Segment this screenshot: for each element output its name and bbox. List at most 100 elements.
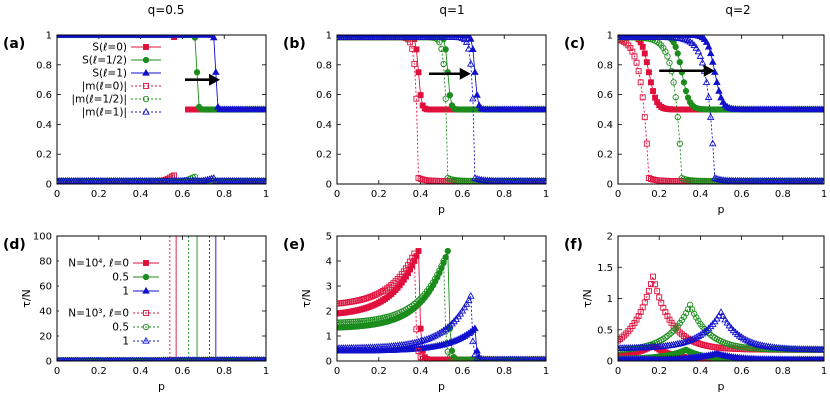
data-point-tau-N1e3-l05 (448, 355, 456, 361)
data-point-tau-N1e3-l1 (499, 355, 506, 361)
data-point-S-l1 (262, 105, 266, 113)
y-tick-label: 0.2 (36, 150, 52, 161)
x-tick-label: 0.2 (91, 366, 107, 377)
data-point-tau-N1e3-l1 (104, 356, 110, 361)
x-tick-label: 0.6 (174, 189, 190, 200)
data-point-tau-N1e3-l1 (444, 323, 452, 331)
data-point-tau-N1e3-l1 (100, 356, 106, 361)
data-point-tau-N1e3-l0 (618, 337, 621, 344)
data-point-tau-N1e3-l1 (263, 356, 266, 361)
data-point-S-l1 (717, 93, 725, 101)
data-point-tau-N1e3-l1 (410, 338, 419, 346)
data-point-S-l1 (209, 35, 218, 41)
legend-marker (143, 83, 149, 89)
data-point-tau-N1e3-l1 (175, 356, 181, 361)
data-point-tau-N1e3-l1 (221, 356, 227, 361)
data-point-tau-N1e3-l1 (190, 356, 196, 361)
data-point-tau-N1e3-l1 (140, 356, 146, 361)
data-point-tau-N1e3-l1 (259, 356, 265, 361)
data-point-m-l1 (678, 35, 686, 42)
data-point-tau-N1e3-l1 (152, 356, 158, 361)
data-point-tau-N1e4-l1 (471, 324, 479, 332)
data-point-tau-N1e3-l1 (66, 356, 73, 361)
data-point-m-l1 (337, 35, 341, 40)
y-tick-label: 0.4 (597, 120, 613, 131)
data-point-tau-N1e3-l1 (532, 355, 539, 361)
y-tick-label: 0.4 (316, 120, 332, 131)
legend-marker (142, 273, 150, 281)
data-point-tau-N1e3-l1 (484, 355, 491, 361)
y-tick-label: 1 (326, 31, 332, 42)
data-point-tau-N1e3-l05 (413, 299, 420, 306)
data-point-tau-N1e3-l1 (58, 356, 64, 361)
data-point-tau-N1e3-l1 (62, 356, 68, 361)
data-point-m-l1 (702, 78, 711, 86)
data-point-tau-N1e3-l05 (742, 344, 749, 351)
data-point-tau-N1e3-l1 (98, 356, 104, 361)
data-point-tau-N1e3-l1 (618, 344, 622, 351)
data-point-tau-N1e3-l1 (198, 356, 204, 361)
data-point-tau-N1e3-l1 (73, 356, 79, 361)
data-point-tau-N1e3-l1 (194, 356, 200, 361)
data-point-m-l1 (209, 174, 218, 181)
y-tick-label: 0 (607, 180, 613, 191)
data-point-m-l1 (704, 93, 713, 100)
data-point-S-l05 (193, 69, 201, 76)
legend-label: 0.5 (112, 322, 129, 334)
data-point-tau-N1e3-l1 (142, 356, 148, 361)
data-point-tau-N1e3-l1 (522, 355, 529, 361)
data-point-tau-N1e3-l05 (787, 346, 795, 353)
data-point-tau-N1e3-l1 (115, 356, 121, 361)
data-point-tau-N1e3-l1 (169, 356, 175, 361)
data-point-tau-N1e3-l1 (156, 356, 162, 361)
arrow-head (459, 67, 471, 80)
data-point-tau-N1e3-l1 (412, 338, 421, 346)
x-axis-label: p (438, 380, 445, 393)
data-point-tau-N1e3-l05 (467, 356, 474, 361)
data-point-tau-N1e3-l1 (123, 356, 129, 361)
data-point-tau-N1e4-l05 (444, 247, 451, 255)
data-point-tau-N1e3-l0 (415, 348, 422, 354)
data-point-tau-N1e3-l1 (240, 356, 246, 361)
data-point-m-l05 (457, 177, 464, 184)
data-point-tau-N1e3-l05 (352, 318, 359, 325)
data-point-m-l0 (639, 94, 646, 101)
data-point-m-l05 (670, 79, 677, 86)
y-tick-label: 40 (39, 307, 52, 318)
y-tick-label: 4 (326, 257, 332, 268)
arrow-head (209, 73, 221, 86)
x-tick-label: 0 (54, 366, 60, 377)
data-point-tau-N1e3-l05 (342, 319, 349, 326)
data-point-tau-N1e3-l1 (231, 356, 238, 361)
y-axis-label: τ/N (581, 289, 594, 308)
x-axis-label: p (718, 203, 725, 216)
y-tick-label: 0.8 (316, 60, 332, 71)
y-tick-label: 0 (46, 180, 52, 191)
data-point-tau-N1e3-l1 (112, 356, 119, 361)
y-tick-label: 1 (326, 332, 332, 343)
panel-label: (f) (564, 237, 583, 253)
data-point-tau-N1e3-l1 (213, 356, 219, 361)
data-point-m-l0 (637, 79, 644, 86)
data-point-m-l1 (542, 176, 546, 184)
x-tick-label: 0.8 (496, 366, 512, 377)
x-axis-label: p (718, 380, 725, 393)
y-axis-label: τ/N (20, 289, 33, 308)
column-title-2: q=1 (439, 3, 464, 17)
data-point-tau-N1e3-l1 (441, 325, 450, 332)
panel-4: 0 0.2 0.4 0.6 0.8 1 0 1 2 3 4 5 (e) p τ/N (283, 232, 549, 394)
data-point-tau-N1e3-l1 (248, 356, 255, 361)
data-point-tau-N1e3-l1 (254, 356, 261, 361)
x-tick-label: 1 (263, 366, 269, 377)
data-point-tau-N1e3-l05 (369, 316, 376, 323)
data-point-tau-N1e3-l1 (225, 356, 232, 361)
data-point-m-l05 (664, 53, 671, 60)
y-tick-label: 0.6 (316, 90, 332, 101)
data-point-tau-N1e3-l1 (219, 356, 225, 361)
data-point-tau-N1e3-l1 (211, 356, 217, 361)
data-point-tau-N1e3-l05 (415, 297, 422, 304)
legend-marker (142, 95, 150, 103)
data-point-tau-N1e3-l1 (460, 303, 469, 311)
data-point-tau-N1e3-l1 (536, 355, 543, 361)
data-point-tau-N1e3-l0 (419, 356, 426, 361)
